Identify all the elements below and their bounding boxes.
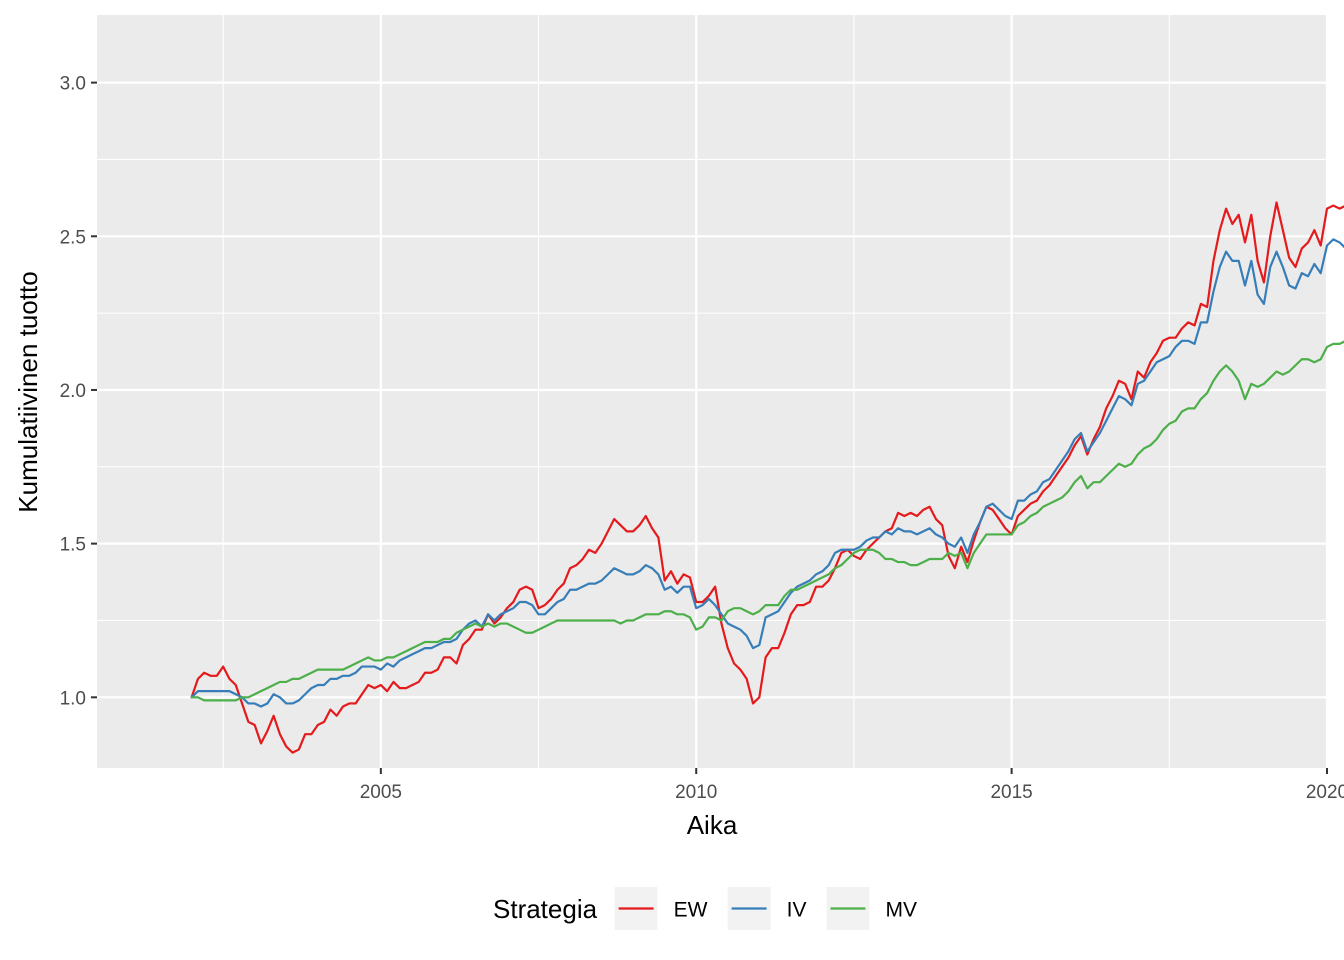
legend-item-iv: IV (727, 887, 807, 930)
series-lines (190, 201, 1344, 754)
major-gridlines (97, 15, 1329, 768)
legend-title: Strategia (493, 894, 598, 924)
legend-item-ew: EW (614, 887, 708, 930)
y-tick-label: 1.5 (60, 535, 86, 556)
series-line-iv (190, 238, 1344, 708)
series-line-ew (190, 201, 1344, 754)
minor-gridlines (97, 15, 1327, 768)
plot-panel (97, 15, 1327, 768)
y-tick-label: 3.0 (60, 74, 86, 95)
x-tick-label: 2020 (1306, 782, 1344, 803)
series-line-mv (190, 340, 1344, 702)
x-tick-label: 2010 (675, 782, 717, 803)
legend: Strategia EW IV MV (493, 887, 917, 930)
x-tick-label: 2005 (360, 782, 402, 803)
legend-items: EW IV MV (614, 887, 917, 930)
x-tick-label: 2015 (990, 782, 1032, 803)
x-axis-title: Aika (687, 810, 738, 840)
legend-label: IV (787, 899, 807, 922)
x-axis: 2005 2010 2015 2020 (360, 768, 1344, 803)
legend-label: MV (885, 899, 917, 922)
legend-label: EW (674, 899, 708, 922)
y-axis: 1.0 1.5 2.0 2.5 3.0 (60, 74, 97, 709)
y-tick-label: 2.5 (60, 227, 86, 248)
y-tick-label: 1.0 (60, 688, 86, 709)
y-tick-label: 2.0 (60, 381, 86, 402)
legend-item-mv: MV (826, 887, 917, 930)
y-axis-title: Kumulatiivinen tuotto (13, 271, 43, 512)
